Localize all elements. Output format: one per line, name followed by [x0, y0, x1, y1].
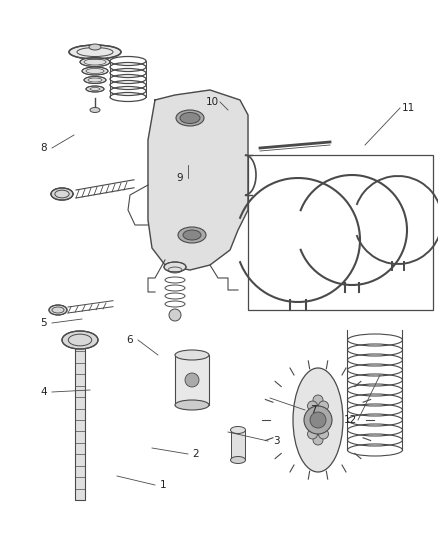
Polygon shape [148, 90, 247, 270]
Ellipse shape [49, 305, 67, 315]
Bar [75, 340, 85, 500]
Ellipse shape [89, 44, 101, 50]
Ellipse shape [62, 331, 98, 349]
Text: 12: 12 [343, 415, 356, 425]
Ellipse shape [51, 188, 73, 200]
Ellipse shape [176, 110, 204, 126]
Ellipse shape [175, 350, 208, 360]
Ellipse shape [230, 426, 245, 433]
Circle shape [184, 373, 198, 387]
Circle shape [312, 435, 322, 445]
Ellipse shape [86, 86, 104, 92]
Bar [247, 155, 432, 310]
Circle shape [304, 415, 314, 425]
Ellipse shape [69, 45, 121, 59]
Ellipse shape [180, 112, 200, 124]
Ellipse shape [90, 108, 100, 112]
Ellipse shape [292, 368, 342, 472]
Text: 4: 4 [41, 387, 47, 397]
Circle shape [307, 429, 317, 439]
Text: 7: 7 [309, 405, 316, 415]
Text: 11: 11 [400, 103, 413, 113]
Circle shape [303, 406, 331, 434]
Bar [230, 430, 244, 460]
Circle shape [307, 401, 317, 411]
Text: 3: 3 [272, 436, 279, 446]
Text: 2: 2 [192, 449, 199, 459]
Circle shape [318, 401, 328, 411]
Circle shape [312, 395, 322, 405]
Text: 1: 1 [159, 480, 166, 490]
Ellipse shape [175, 400, 208, 410]
Circle shape [320, 415, 330, 425]
Ellipse shape [183, 230, 201, 240]
Ellipse shape [164, 262, 186, 272]
Ellipse shape [82, 67, 108, 75]
Text: 5: 5 [41, 318, 47, 328]
Circle shape [309, 412, 325, 428]
Ellipse shape [84, 77, 106, 84]
Ellipse shape [177, 227, 205, 243]
Bar [175, 355, 208, 405]
Circle shape [318, 429, 328, 439]
Text: 8: 8 [41, 143, 47, 153]
Ellipse shape [80, 58, 110, 67]
Text: 6: 6 [127, 335, 133, 345]
Text: 9: 9 [176, 173, 183, 183]
Circle shape [169, 309, 180, 321]
Ellipse shape [230, 456, 245, 464]
Text: 10: 10 [205, 97, 218, 107]
